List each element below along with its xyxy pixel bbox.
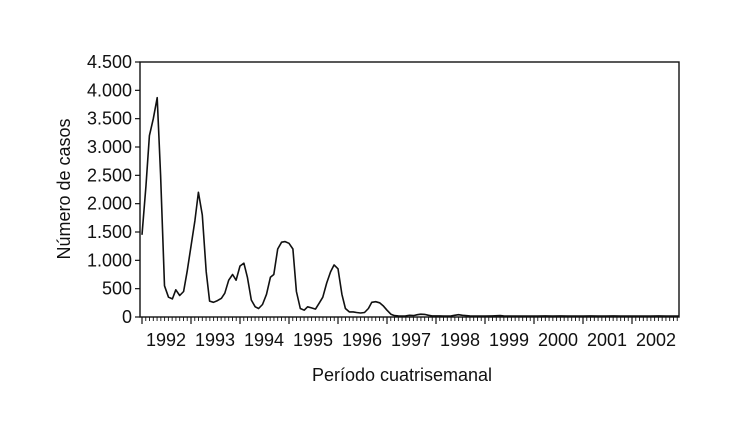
series-line — [141, 96, 679, 317]
x-tick-label: 2001 — [587, 330, 627, 350]
y-axis-label: Número de casos — [54, 118, 74, 259]
x-tick-label: 2000 — [538, 330, 578, 350]
y-tick-label: 2.500 — [87, 165, 132, 185]
y-tick-label: 1.500 — [87, 222, 132, 242]
x-axis: 1992 1993 1994 1995 1996 1997 1998 1999 2000 2001… — [141, 317, 676, 350]
x-tick-label: 1999 — [489, 330, 529, 350]
x-tick-label: 1997 — [391, 330, 431, 350]
x-tick-label: 2002 — [636, 330, 676, 350]
x-minor-ticks — [141, 317, 678, 321]
y-tick-label: 1.000 — [87, 250, 132, 270]
x-tick-label: 1992 — [146, 330, 186, 350]
y-tick-label: 2.000 — [87, 194, 132, 214]
y-tick-label: 3.500 — [87, 109, 132, 129]
series-layer — [141, 96, 679, 317]
x-axis-label: Período cuatrisemanal — [312, 365, 492, 385]
x-tick-label: 1998 — [440, 330, 480, 350]
x-tick-label: 1994 — [244, 330, 284, 350]
x-tick-label: 1996 — [342, 330, 382, 350]
y-tick-label: 500 — [102, 279, 132, 299]
y-tick-label: 4.000 — [87, 80, 132, 100]
y-axis: 0 500 1.000 1.500 2.000 2.500 3.000 3.500 4.000 4… — [87, 52, 140, 327]
x-tick-label: 1995 — [293, 330, 333, 350]
y-tick-label: 0 — [122, 307, 132, 327]
y-tick-label: 4.500 — [87, 52, 132, 72]
x-tick-label: 1993 — [195, 330, 235, 350]
plot-frame — [139, 61, 680, 318]
y-tick-label: 3.000 — [87, 137, 132, 157]
